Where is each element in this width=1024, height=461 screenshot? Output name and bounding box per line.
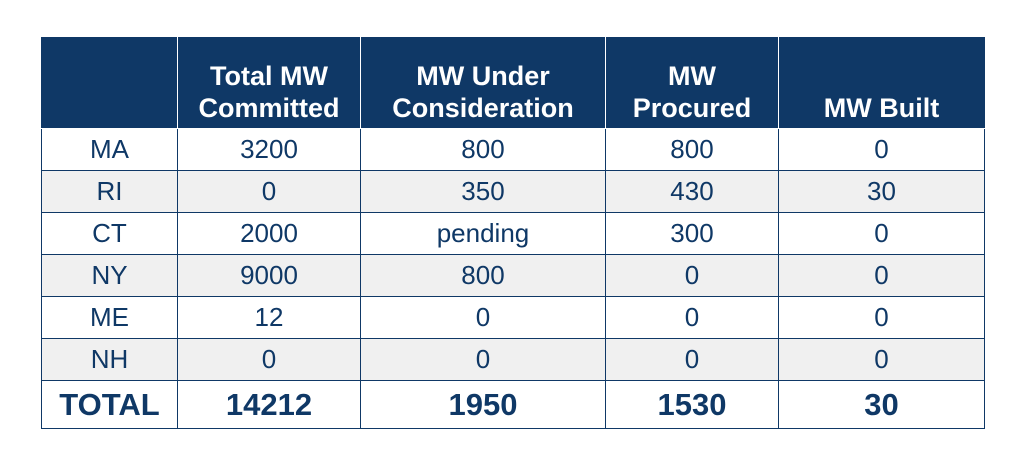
mw-procured-cell: 800 [605,128,779,171]
total-mw-committed-cell: 9000 [177,254,361,297]
total-mw-committed-sum: 14212 [177,380,361,429]
header-mw-procured: MW Procured [605,37,779,129]
mw-under-consideration-cell: 800 [360,254,606,297]
mw-procured-cell: 0 [605,254,779,297]
header-mw-procured-label: MW Procured [632,61,752,123]
mw-built-cell: 0 [778,254,985,297]
table-row: ME 12 0 0 0 [41,296,985,339]
mw-built-cell: 0 [778,338,985,381]
state-cell: NH [41,338,178,381]
state-cell: NY [41,254,178,297]
mw-under-consideration-cell: 350 [360,170,606,213]
table-row: MA 3200 800 800 0 [41,128,985,171]
header-total-mw-committed: Total MW Committed [177,37,361,129]
total-row: TOTAL 14212 1950 1530 30 [41,380,985,429]
mw-procured-cell: 0 [605,296,779,339]
total-mw-committed-cell: 0 [177,170,361,213]
mw-built-cell: 0 [778,128,985,171]
mw-procured-cell: 300 [605,212,779,255]
header-total-mw-committed-label: Total MW Committed [198,61,340,123]
header-corner-cell [41,37,178,129]
total-mw-committed-cell: 12 [177,296,361,339]
total-mw-committed-cell: 2000 [177,212,361,255]
total-label-cell: TOTAL [41,380,178,429]
mw-built-cell: 0 [778,212,985,255]
table-row: NH 0 0 0 0 [41,338,985,381]
header-mw-under-consideration: MW Under Consideration [360,37,606,129]
header-mw-built: MW Built [778,37,985,129]
mw-built-cell: 0 [778,296,985,339]
state-cell: RI [41,170,178,213]
mw-under-consideration-cell: pending [360,212,606,255]
table-row: RI 0 350 430 30 [41,170,985,213]
table-row: NY 9000 800 0 0 [41,254,985,297]
mw-under-consideration-cell: 800 [360,128,606,171]
total-mw-built-sum: 30 [778,380,985,429]
mw-under-consideration-cell: 0 [360,338,606,381]
mw-under-consideration-cell: 0 [360,296,606,339]
table-row: CT 2000 pending 300 0 [41,212,985,255]
state-cell: CT [41,212,178,255]
mw-summary-table: Total MW Committed MW Under Consideratio… [41,37,985,429]
mw-procured-cell: 430 [605,170,779,213]
state-cell: ME [41,296,178,339]
total-mw-under-consideration-sum: 1950 [360,380,606,429]
total-mw-procured-sum: 1530 [605,380,779,429]
mw-built-cell: 30 [778,170,985,213]
header-mw-under-consideration-label: MW Under Consideration [392,61,574,123]
total-mw-committed-cell: 3200 [177,128,361,171]
total-mw-committed-cell: 0 [177,338,361,381]
state-cell: MA [41,128,178,171]
mw-procured-cell: 0 [605,338,779,381]
header-mw-built-label: MW Built [823,93,940,123]
header-row: Total MW Committed MW Under Consideratio… [41,37,985,129]
